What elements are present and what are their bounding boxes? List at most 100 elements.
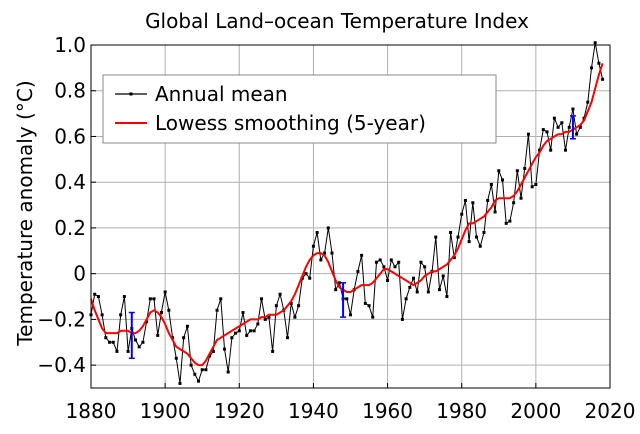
annual-mean-point — [378, 258, 382, 262]
y-tick-label: 0 — [73, 262, 86, 286]
annual-mean-point — [104, 336, 108, 340]
annual-mean-point — [256, 322, 260, 326]
annual-mean-point — [293, 315, 297, 319]
y-tick-label: −0.4 — [37, 353, 86, 377]
annual-mean-point — [534, 182, 538, 186]
annual-mean-point — [571, 107, 575, 111]
annual-mean-point — [367, 304, 371, 308]
annual-mean-point — [111, 340, 115, 344]
annual-mean-point — [137, 345, 141, 349]
annual-mean-point — [593, 41, 597, 45]
annual-mean-point — [549, 148, 553, 152]
y-tick-label: 0.4 — [54, 170, 86, 194]
annual-mean-point — [226, 370, 230, 374]
annual-mean-point — [456, 235, 460, 239]
x-tick-label: 2000 — [510, 399, 561, 423]
annual-mean-point — [471, 201, 475, 205]
annual-mean-point — [415, 290, 419, 294]
annual-mean-point — [171, 336, 175, 340]
annual-mean-point — [289, 301, 293, 305]
annual-mean-point — [360, 253, 364, 257]
annual-mean-point — [215, 308, 219, 312]
tick-labels: 1880 1900 1920 1940 1960 1980 2000 2020 −0.4 −0.2… — [37, 33, 635, 423]
y-tick-label: −0.2 — [37, 307, 86, 331]
annual-mean-point — [356, 269, 360, 273]
annual-mean-point — [597, 61, 601, 65]
annual-mean-point — [526, 132, 530, 136]
annual-mean-point — [371, 315, 375, 319]
y-axis-label: Temperature anomaly (°C) — [13, 80, 37, 346]
annual-mean-point — [200, 368, 204, 372]
plot-frame — [90, 44, 611, 389]
annual-mean-point — [285, 336, 289, 340]
annual-mean-point — [393, 265, 397, 269]
annual-mean-point — [486, 198, 490, 202]
annual-mean-point — [556, 125, 560, 129]
annual-mean-point — [189, 363, 193, 367]
x-tick-label: 1980 — [436, 399, 487, 423]
annual-mean-point — [475, 235, 479, 239]
annual-mean-point — [334, 288, 338, 292]
annual-mean-point — [423, 265, 427, 269]
annual-mean-point — [230, 336, 234, 340]
annual-mean-point — [445, 295, 449, 299]
annual-mean-point — [412, 276, 416, 280]
annual-mean-point — [267, 315, 271, 319]
annual-mean-point — [323, 251, 327, 255]
annual-mean-point — [178, 381, 182, 385]
x-tick-label: 1960 — [362, 399, 413, 423]
annual-mean-point — [515, 169, 519, 173]
annual-mean-point — [330, 251, 334, 255]
annual-mean-point — [222, 347, 226, 351]
annual-mean-point — [93, 292, 97, 296]
annual-mean-point — [589, 66, 593, 70]
annual-mean-point — [426, 290, 430, 294]
annual-mean-point — [193, 372, 197, 376]
annual-mean-point — [122, 295, 126, 299]
annual-mean-point — [374, 260, 378, 264]
annual-mean-point — [237, 329, 241, 333]
legend: Annual mean Lowess smoothing (5-year) — [102, 74, 497, 144]
annual-mean-point — [96, 295, 100, 299]
annual-mean-point — [400, 317, 404, 321]
annual-mean-point — [263, 317, 267, 321]
annual-mean-point — [578, 125, 582, 129]
annual-mean-point — [152, 297, 156, 301]
annual-mean-point — [108, 340, 112, 344]
annual-mean-point — [460, 212, 464, 216]
annual-mean-point — [197, 379, 201, 383]
annual-mean-point — [538, 148, 542, 152]
annual-mean-point — [304, 272, 308, 276]
annual-mean-point — [185, 324, 189, 328]
annual-mean-point — [449, 231, 453, 235]
annual-mean-point — [241, 311, 245, 315]
annual-mean-point — [145, 320, 149, 324]
annual-mean-point — [419, 260, 423, 264]
annual-mean-point — [141, 340, 145, 344]
annual-mean-point — [159, 311, 163, 315]
annual-mean-point — [308, 276, 312, 280]
annual-mean-point — [564, 148, 568, 152]
annual-mean-point — [297, 304, 301, 308]
legend-annual-mean-marker — [129, 92, 133, 96]
annual-mean-point — [278, 292, 282, 296]
annual-mean-point — [489, 182, 493, 186]
y-tick-label: 0.6 — [54, 124, 86, 148]
annual-mean-point — [119, 313, 123, 317]
annual-mean-point — [311, 244, 315, 248]
annual-mean-point — [345, 297, 349, 301]
annual-mean-point — [182, 336, 186, 340]
annual-mean-point — [245, 333, 249, 337]
legend-lowess-label: Lowess smoothing (5-year) — [155, 111, 426, 135]
x-tick-label: 1880 — [66, 399, 117, 423]
legend-box — [102, 74, 497, 144]
annual-mean-point — [389, 258, 393, 262]
annual-mean-point — [126, 349, 130, 353]
x-tick-label: 1940 — [288, 399, 339, 423]
annual-mean-point — [482, 231, 486, 235]
annual-mean-point — [545, 130, 549, 134]
annual-mean-point — [167, 308, 171, 312]
annual-mean-point — [467, 240, 471, 244]
annual-mean-point — [508, 219, 512, 223]
